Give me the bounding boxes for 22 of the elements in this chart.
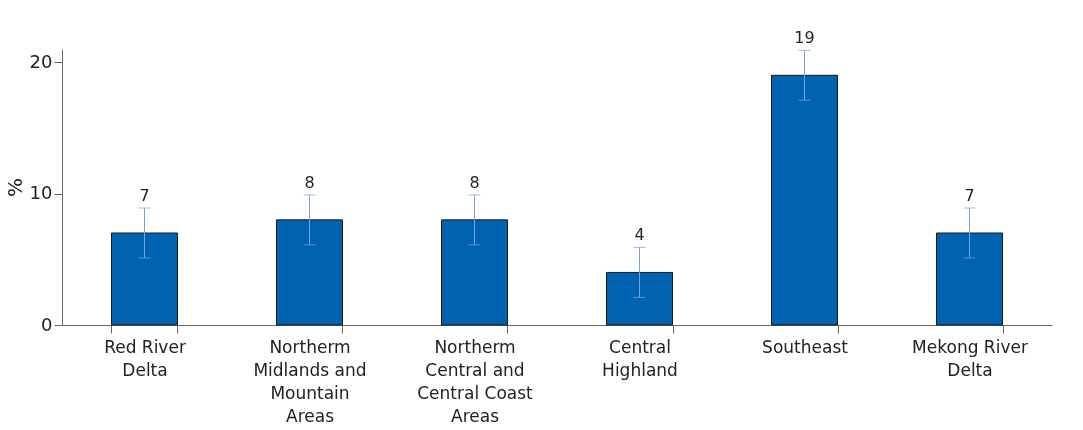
x-tick-label: Red River Delta — [104, 336, 186, 380]
bar — [606, 271, 673, 326]
y-tick-label: 10 — [29, 182, 53, 204]
bar — [771, 74, 838, 326]
x-tick-label: Northerm Central and Central Coast Areas — [417, 336, 534, 426]
bar — [276, 219, 343, 326]
x-tick-label: Mekong River Delta — [912, 336, 1028, 380]
data-label: 7 — [139, 186, 150, 206]
bar — [936, 232, 1003, 326]
data-label: 7 — [964, 186, 975, 206]
data-label: 19 — [794, 28, 815, 48]
y-tick-label: 0 — [41, 313, 53, 335]
data-label: 8 — [469, 172, 480, 192]
x-tick-label: Northerm Midlands and Mountain Areas — [253, 336, 367, 426]
data-label: 8 — [304, 172, 315, 192]
bar — [111, 232, 178, 326]
x-tick-label: Central Highland — [602, 336, 678, 380]
data-label: 4 — [634, 225, 645, 245]
y-tick-label: 20 — [29, 50, 53, 72]
bar — [441, 219, 508, 326]
x-tick-label: Southeast — [762, 336, 849, 357]
y-axis-title: % — [2, 177, 27, 198]
